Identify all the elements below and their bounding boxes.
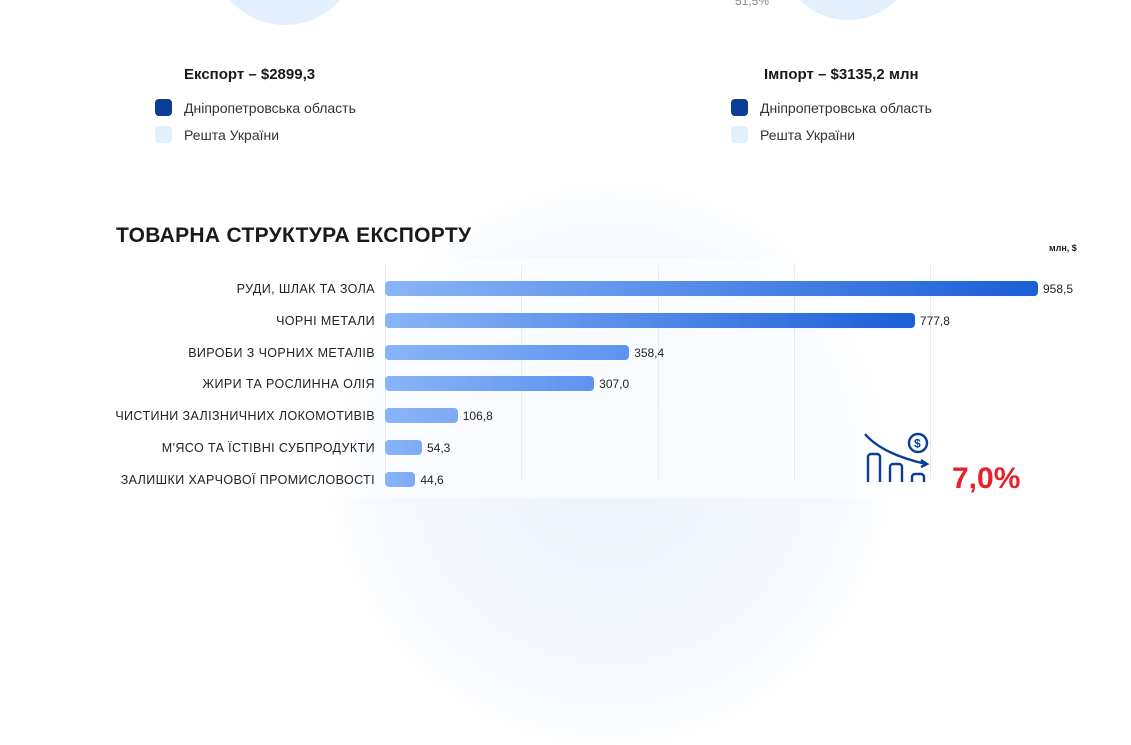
swatch-icon — [731, 126, 748, 143]
import-pie — [778, 0, 918, 20]
bar-label: ЖИРИ ТА РОСЛИННА ОЛІЯ — [202, 377, 375, 392]
bar-label: ВИРОБИ З ЧОРНИХ МЕТАЛІВ — [188, 345, 375, 360]
legend-label: Дніпропетровська область — [760, 99, 932, 116]
legend-item: Решта України — [155, 121, 356, 148]
bar-label: РУДИ, ШЛАК ТА ЗОЛА — [236, 282, 375, 296]
legend-label: Решта України — [760, 126, 856, 143]
export-legend: Експорт – $2899,3 Дніпропетровська облас… — [155, 66, 356, 148]
import-pie-label: 51,5% — [735, 0, 770, 8]
bar — [385, 312, 915, 328]
bar — [385, 281, 1038, 296]
bar — [385, 440, 422, 455]
chart-unit: млн, $ — [1049, 243, 1077, 253]
bar-row: ЧОРНІ МЕТАЛИ 777,8 — [0, 312, 1131, 329]
legend-label: Дніпропетровська область — [184, 99, 356, 116]
chart-decline-dollar-icon: $ — [862, 432, 932, 496]
decline-percent: 7,0% — [952, 462, 1021, 495]
gridline — [930, 265, 932, 480]
bar-value: 358,4 — [634, 345, 665, 360]
bar-row: ВИРОБИ З ЧОРНИХ МЕТАЛІВ 358,4 — [0, 344, 1131, 361]
svg-text:$: $ — [914, 437, 921, 451]
legend-item: Дніпропетровська область — [155, 94, 356, 121]
bar-value: 958,5 — [1043, 282, 1074, 296]
gridline — [657, 265, 659, 480]
export-pie — [212, 0, 358, 25]
bar-value: 54,3 — [426, 441, 451, 455]
bar-row: ЖИРИ ТА РОСЛИННА ОЛІЯ 307,0 — [0, 376, 1131, 392]
swatch-icon — [155, 99, 172, 116]
bar-value: 777,8 — [919, 313, 950, 328]
bar-label: ЧОРНІ МЕТАЛИ — [276, 313, 375, 328]
bar-label: М'ЯСО ТА ЇСТІВНІ СУБПРОДУКТИ — [161, 441, 375, 455]
swatch-icon — [731, 99, 748, 116]
bar-value: 106,8 — [462, 409, 493, 424]
bar-label: ЧИСТИНИ ЗАЛІЗНИЧНИХ ЛОКОМОТИВІВ — [115, 409, 375, 424]
bar — [385, 471, 416, 487]
bar — [385, 376, 595, 392]
legend-item: Решта України — [731, 121, 932, 148]
bar-row: ЧИСТИНИ ЗАЛІЗНИЧНИХ ЛОКОМОТИВІВ 106,8 — [0, 408, 1131, 424]
legend-item: Дніпропетровська область — [731, 94, 932, 121]
gridline — [385, 265, 386, 480]
bar — [385, 408, 458, 424]
export-legend-title: Експорт – $2899,3 — [184, 66, 316, 83]
chart-title: ТОВАРНА СТРУКТУРА ЕКСПОРТУ — [116, 224, 472, 247]
import-legend: Імпорт – $3135,2 млн Дніпропетровська об… — [731, 66, 932, 148]
bar-value: 307,0 — [599, 377, 630, 392]
gridline — [793, 265, 795, 480]
import-legend-title: Імпорт – $3135,2 млн — [764, 66, 919, 83]
swatch-icon — [155, 126, 172, 143]
bar-row: М'ЯСО ТА ЇСТІВНІ СУБПРОДУКТИ 54,3 — [0, 440, 1131, 456]
bar-row: РУДИ, ШЛАК ТА ЗОЛА 958,5 — [0, 281, 1131, 297]
gridline — [521, 265, 523, 480]
bar — [385, 344, 630, 360]
legend-label: Решта України — [184, 126, 280, 143]
